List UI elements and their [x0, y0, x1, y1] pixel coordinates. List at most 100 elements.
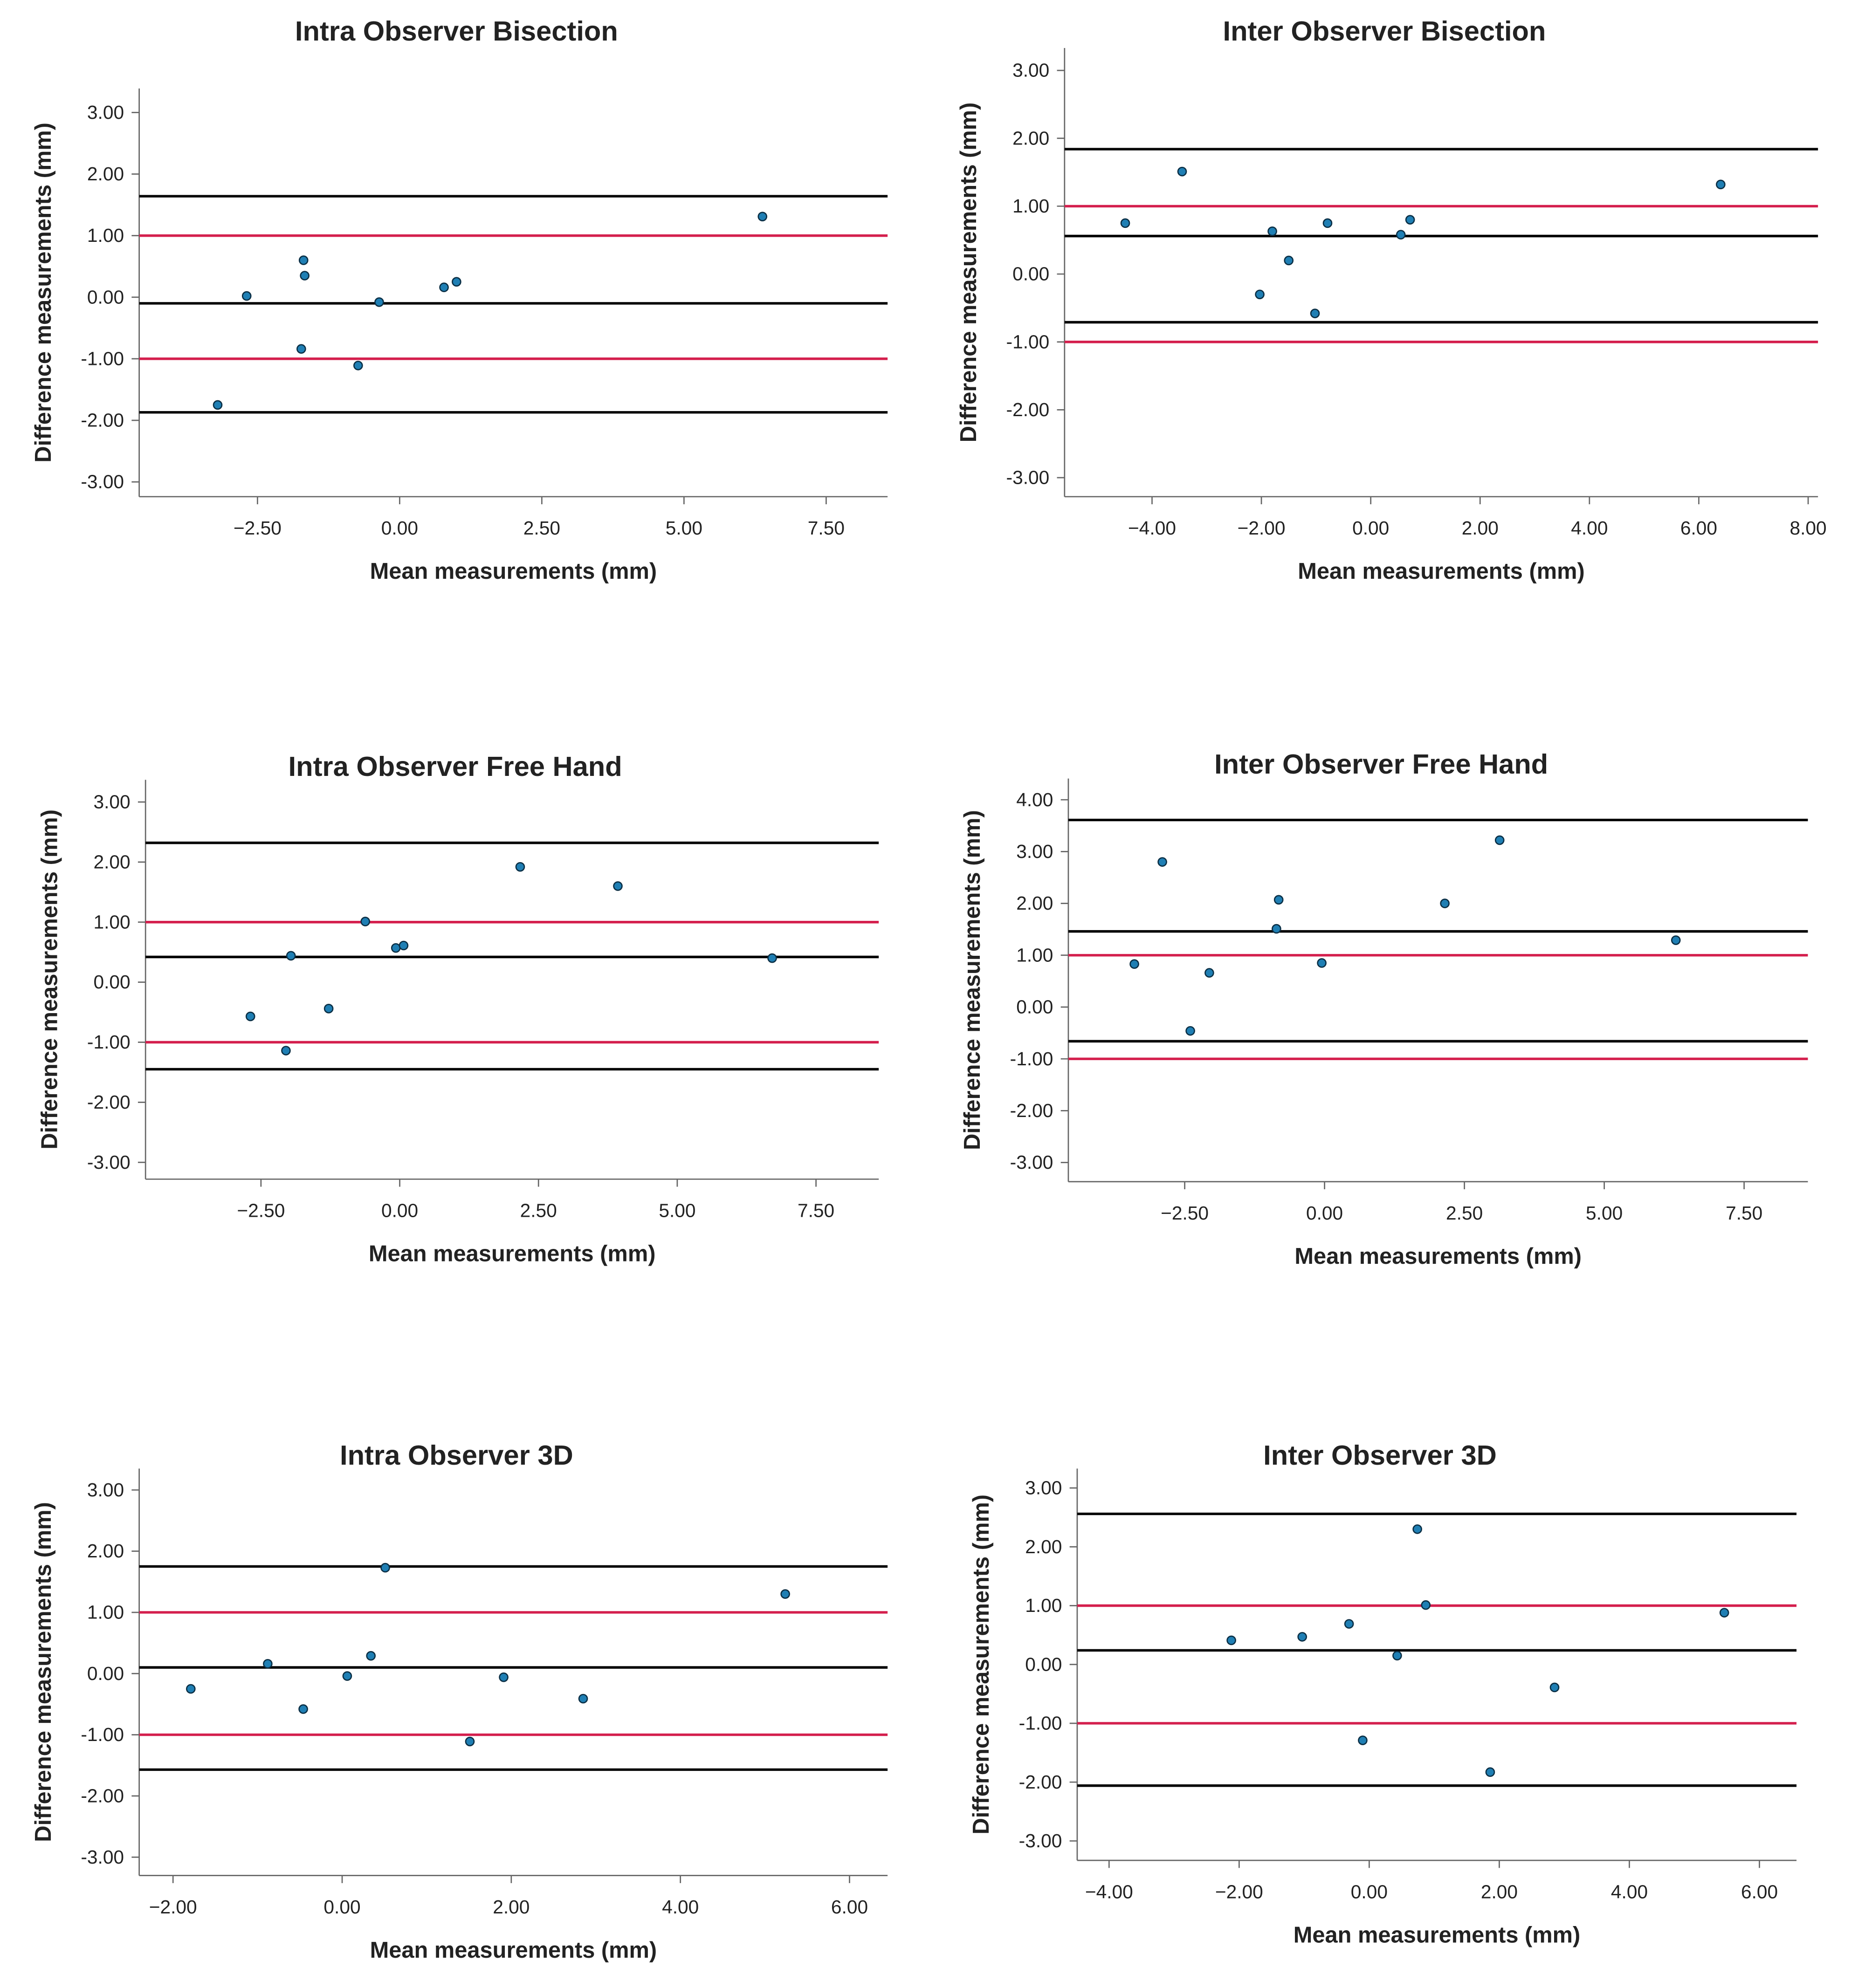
y-tick-label: 0.00 [87, 286, 124, 308]
y-tick-label: 1.00 [1012, 195, 1049, 217]
x-tick-label: −2.00 [1238, 517, 1286, 539]
data-point [323, 1004, 334, 1014]
x-tick-label: −2.00 [149, 1896, 197, 1918]
x-tick-label: −4.00 [1128, 517, 1176, 539]
data-point [298, 255, 309, 265]
y-tick-label: -2.00 [81, 410, 124, 431]
data-point [213, 400, 223, 410]
y-tick-label: -1.00 [1006, 331, 1050, 352]
y-tick-label: -3.00 [81, 1846, 124, 1868]
y-tick-label: 3.00 [1016, 841, 1053, 862]
y-tick-label: -3.00 [87, 1152, 131, 1173]
data-point [342, 1671, 352, 1681]
chart-title: Intra Observer Bisection [295, 15, 618, 47]
data-point [1405, 215, 1415, 225]
data-point [186, 1684, 196, 1694]
data-point [399, 940, 409, 951]
data-point [391, 943, 401, 953]
data-point [241, 291, 252, 301]
x-axis-label: Mean measurements (mm) [370, 1938, 657, 1963]
y-axis-label: Difference measurements (mm) [31, 123, 56, 463]
x-tick-label: 0.00 [1306, 1202, 1343, 1224]
x-tick-label: 2.00 [1481, 1881, 1518, 1902]
data-point [1412, 1524, 1422, 1534]
data-point [767, 953, 777, 963]
x-axis-label: Mean measurements (mm) [1298, 559, 1585, 584]
data-point [1310, 308, 1320, 318]
x-tick-label: 5.00 [1586, 1202, 1623, 1224]
y-tick-label: 2.00 [93, 851, 130, 872]
x-tick-label: 2.50 [523, 517, 560, 539]
data-point [1719, 1608, 1729, 1618]
y-tick-label: 0.00 [93, 971, 130, 993]
x-tick-label: −4.00 [1085, 1881, 1133, 1902]
data-point [1129, 959, 1139, 969]
x-tick-label: 2.00 [1462, 517, 1499, 539]
data-point [286, 951, 296, 961]
x-tick-label: −2.50 [237, 1200, 285, 1221]
y-tick-label: -2.00 [1006, 399, 1050, 420]
data-point [366, 1651, 376, 1661]
chart-panel: Inter Observer 3D Mean measurements (mm) D… [969, 1440, 1797, 1947]
x-tick-label: 0.00 [323, 1896, 360, 1918]
data-point [263, 1659, 273, 1669]
x-axis-label: Mean measurements (mm) [370, 559, 657, 584]
chart-title: Intra Observer Free Hand [289, 751, 622, 782]
data-point [281, 1046, 291, 1056]
y-tick-label: -3.00 [1006, 467, 1050, 488]
y-tick-label: 3.00 [87, 102, 124, 123]
data-point [1716, 179, 1726, 190]
y-tick-label: -3.00 [81, 471, 124, 493]
data-point [1494, 835, 1505, 845]
y-tick-label: -1.00 [1019, 1713, 1062, 1734]
data-point [300, 271, 310, 281]
y-tick-label: -2.00 [1019, 1771, 1062, 1793]
y-tick-label: 0.00 [1016, 996, 1053, 1018]
data-point [1392, 1651, 1402, 1661]
data-point [1358, 1735, 1368, 1745]
x-tick-label: 2.00 [493, 1896, 530, 1918]
y-tick-label: 0.00 [87, 1663, 124, 1684]
chart-title: Inter Observer 3D [1263, 1440, 1497, 1471]
x-tick-label: 8.00 [1789, 517, 1826, 539]
data-point [1284, 255, 1294, 266]
x-tick-label: 0.00 [1352, 517, 1389, 539]
x-tick-label: 5.00 [666, 517, 702, 539]
y-tick-label: -1.00 [1010, 1048, 1053, 1069]
data-point [1255, 289, 1265, 300]
chart-panel: Intra Observer Free Hand Mean measurement… [37, 751, 879, 1267]
data-point [1344, 1619, 1354, 1629]
data-point [1177, 166, 1187, 177]
x-tick-label: 0.00 [381, 1200, 418, 1221]
y-axis-label: Difference measurements (mm) [37, 809, 62, 1149]
chart-panel: Inter Observer Free Hand Mean measurement… [960, 748, 1808, 1269]
data-point [1226, 1635, 1236, 1645]
data-point [613, 881, 623, 891]
y-tick-label: 2.00 [1012, 127, 1049, 149]
y-tick-label: -2.00 [81, 1785, 124, 1806]
data-point [1317, 958, 1327, 968]
data-point [1185, 1026, 1195, 1036]
y-tick-label: 1.00 [87, 1602, 124, 1623]
data-point [1421, 1600, 1431, 1610]
data-point [1322, 218, 1333, 228]
x-tick-label: −2.50 [234, 517, 282, 539]
y-tick-label: -3.00 [1019, 1830, 1062, 1851]
data-point [1485, 1767, 1495, 1777]
y-tick-label: -2.00 [1010, 1100, 1053, 1121]
data-point [1440, 898, 1450, 908]
chart-title: Inter Observer Free Hand [1214, 748, 1548, 780]
x-tick-label: 5.00 [659, 1200, 695, 1221]
data-point [499, 1672, 509, 1682]
y-tick-label: -1.00 [81, 1724, 124, 1745]
x-tick-label: 7.50 [1726, 1202, 1762, 1224]
x-tick-label: 0.00 [1351, 1881, 1388, 1902]
data-point [515, 862, 525, 872]
data-point [360, 917, 371, 926]
data-point [374, 297, 384, 307]
x-tick-label: 4.00 [1571, 517, 1608, 539]
y-tick-label: 3.00 [87, 1479, 124, 1501]
data-point [353, 361, 363, 370]
y-tick-label: 1.00 [1016, 944, 1053, 966]
data-point [1396, 230, 1406, 240]
